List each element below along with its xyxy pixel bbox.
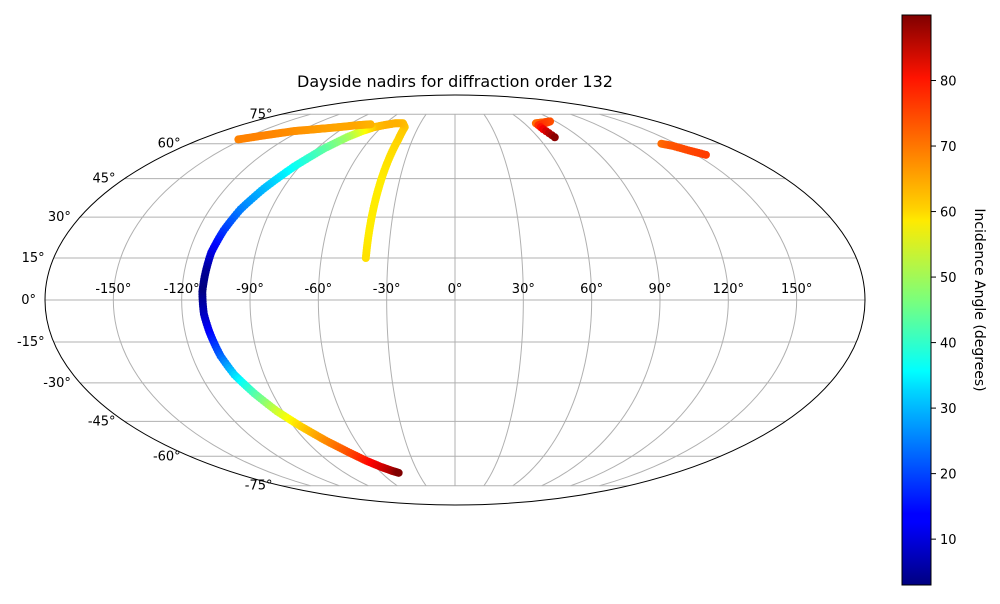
nadir-point bbox=[366, 120, 375, 129]
meridian-line bbox=[570, 113, 729, 487]
latitude-tick-label: 0° bbox=[21, 293, 36, 308]
latitude-tick-label: -15° bbox=[17, 335, 45, 350]
longitude-tick-label: -150° bbox=[95, 282, 131, 297]
longitude-tick-label: 30° bbox=[512, 282, 535, 297]
longitude-tick-label: -120° bbox=[164, 282, 200, 297]
map-boundary bbox=[44, 94, 866, 506]
nadir-point bbox=[394, 468, 403, 477]
longitude-tick-label: 120° bbox=[713, 282, 744, 297]
meridian-line bbox=[541, 113, 661, 487]
colorbar-tick-label: 20 bbox=[940, 468, 957, 483]
latitude-tick-label: -30° bbox=[43, 376, 71, 391]
colorbar-tick-label: 30 bbox=[940, 402, 957, 417]
colorbar bbox=[901, 14, 932, 586]
longitude-tick-label: 0° bbox=[448, 282, 463, 297]
longitude-tick-label: 150° bbox=[781, 282, 812, 297]
colorbar-ticks: 10 20 30 40 50 60 70 80 bbox=[931, 75, 957, 548]
meridian-line bbox=[512, 113, 593, 487]
latitude-tick-labels: 75° 60° 45° 30° 15° 0° -15° -30° -45° -60° -75° bbox=[17, 107, 273, 493]
colorbar-label: Incidence Angle (degrees) bbox=[971, 208, 987, 391]
longitude-tick-label: 60° bbox=[580, 282, 603, 297]
meridian-line bbox=[483, 113, 524, 487]
latitude-tick-label: 15° bbox=[22, 251, 45, 266]
meridian-line bbox=[386, 113, 427, 487]
latitude-tick-label: 60° bbox=[158, 137, 181, 152]
nadir-point bbox=[550, 133, 559, 142]
colorbar-tick-label: 50 bbox=[940, 271, 957, 286]
latitude-tick-label: -60° bbox=[153, 449, 181, 464]
colorbar-tick-label: 10 bbox=[940, 533, 957, 548]
latitude-tick-label: 30° bbox=[48, 210, 71, 225]
chart-title: Dayside nadirs for diffraction order 132 bbox=[297, 72, 613, 91]
longitude-tick-label: -30° bbox=[373, 282, 401, 297]
scatter-points bbox=[198, 117, 710, 477]
latitude-tick-label: 45° bbox=[93, 172, 116, 187]
nadir-point bbox=[701, 150, 710, 159]
colorbar-tick-label: 40 bbox=[940, 337, 957, 352]
longitude-tick-label: -60° bbox=[304, 282, 332, 297]
meridian-line bbox=[599, 113, 798, 487]
meridian-line bbox=[181, 113, 340, 487]
meridian-line bbox=[112, 113, 311, 487]
colorbar-tick-label: 60 bbox=[940, 206, 957, 221]
latitude-tick-label: 75° bbox=[249, 107, 272, 122]
colorbar-tick-label: 70 bbox=[940, 140, 957, 155]
meridian-line bbox=[317, 113, 398, 487]
graticule bbox=[45, 113, 865, 487]
latitude-tick-label: -45° bbox=[88, 414, 116, 429]
colorbar-tick-label: 80 bbox=[940, 75, 957, 90]
longitude-tick-label: -90° bbox=[236, 282, 264, 297]
latitude-tick-label: -75° bbox=[245, 479, 273, 494]
longitude-tick-labels: -150° -120° -90° -60° -30° 0° 30° 60° 90° 120° 150… bbox=[95, 282, 812, 297]
longitude-tick-label: 90° bbox=[648, 282, 671, 297]
